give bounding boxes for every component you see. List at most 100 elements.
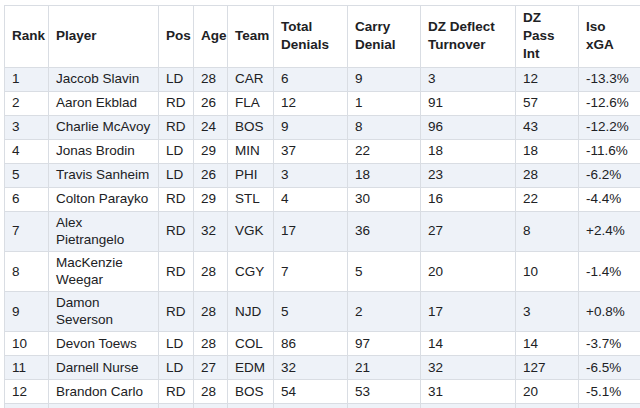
cell-total-denials: 6 bbox=[274, 67, 348, 91]
cell-rank: 10 bbox=[5, 331, 49, 355]
cell-age: 27 bbox=[194, 355, 228, 379]
cell-rank: 9 bbox=[5, 291, 49, 331]
cell-iso-xga: -3.7% bbox=[579, 331, 640, 355]
cell-total-denials: 3 bbox=[274, 163, 348, 187]
cell-dz-pass-int: 127 bbox=[516, 355, 579, 379]
cell-dz-pass-int: 14 bbox=[516, 331, 579, 355]
cell-rank: 11 bbox=[5, 355, 49, 379]
cell-player: Brandon Carlo bbox=[49, 379, 159, 403]
cell-team: BOS bbox=[228, 379, 274, 403]
cell-carry-denial: 22 bbox=[348, 139, 421, 163]
cell-iso-xga: -6.2% bbox=[579, 163, 640, 187]
cell-age: 29 bbox=[194, 187, 228, 211]
column-header-player: Player bbox=[49, 6, 159, 68]
cell-iso-xga: -6.5% bbox=[579, 355, 640, 379]
cell-rank: 1 bbox=[5, 67, 49, 91]
cell-carry-denial: 53 bbox=[348, 379, 421, 403]
cell-pos: LD bbox=[159, 403, 194, 408]
table-row: 10Devon ToewsLD28COL86971414-3.7% bbox=[5, 331, 640, 355]
cell-age: 28 bbox=[194, 331, 228, 355]
cell-pos: LD bbox=[159, 67, 194, 91]
cell-total-denials: 86 bbox=[274, 331, 348, 355]
cell-carry-denial: 8 bbox=[348, 115, 421, 139]
cell-carry-denial: 1 bbox=[348, 91, 421, 115]
cell-pos: RD bbox=[159, 379, 194, 403]
cell-iso-xga: -13.3% bbox=[579, 67, 640, 91]
column-header-age: Age bbox=[194, 6, 228, 68]
cell-total-denials: 17 bbox=[274, 211, 348, 251]
cell-rank: 4 bbox=[5, 139, 49, 163]
cell-dz-pass-int: 43 bbox=[516, 115, 579, 139]
cell-team: EDM bbox=[228, 355, 274, 379]
cell-dz-deflect-turnover: 3 bbox=[421, 67, 516, 91]
cell-age: 27 bbox=[194, 403, 228, 408]
cell-player: Colton Parayko bbox=[49, 187, 159, 211]
cell-carry-denial: 21 bbox=[348, 355, 421, 379]
cell-rank: 6 bbox=[5, 187, 49, 211]
table-row: 3Charlie McAvoyRD24BOS989643-12.2% bbox=[5, 115, 640, 139]
table-row: 4Jonas BrodinLD29MIN37221818-11.6% bbox=[5, 139, 640, 163]
column-header-carry-denial: Carry Denial bbox=[348, 6, 421, 68]
cell-player: Darnell Nurse bbox=[49, 355, 159, 379]
cell-player: Jaccob Slavin bbox=[49, 67, 159, 91]
cell-dz-deflect-turnover: 32 bbox=[421, 355, 516, 379]
stats-table: Rank Player Pos Age Team Total Denials C… bbox=[4, 5, 640, 408]
cell-total-denials: 37 bbox=[274, 139, 348, 163]
table-row: 9Damon SeversonRD28NJD52173+0.8% bbox=[5, 291, 640, 331]
cell-dz-deflect-turnover: 14 bbox=[421, 331, 516, 355]
cell-player: Jonas Brodin bbox=[49, 139, 159, 163]
cell-dz-pass-int: 22 bbox=[516, 187, 579, 211]
cell-dz-deflect-turnover: 96 bbox=[421, 115, 516, 139]
cell-pos: RD bbox=[159, 91, 194, 115]
cell-total-denials: 7 bbox=[274, 251, 348, 291]
cell-player: MacKenzie Weegar bbox=[49, 251, 159, 291]
column-header-rank: Rank bbox=[5, 6, 49, 68]
cell-team: NJD bbox=[228, 291, 274, 331]
cell-carry-denial: 36 bbox=[348, 211, 421, 251]
cell-team: WPG bbox=[228, 403, 274, 408]
cell-total-denials: 4 bbox=[274, 187, 348, 211]
table-row: 13Josh MorrisseyLD27WPG202324100-5.3% bbox=[5, 403, 640, 408]
cell-iso-xga: -11.6% bbox=[579, 139, 640, 163]
cell-total-denials: 20 bbox=[274, 403, 348, 408]
table-row: 7Alex PietrangeloRD32VGK1736278+2.4% bbox=[5, 211, 640, 251]
cell-pos: LD bbox=[159, 163, 194, 187]
cell-rank: 7 bbox=[5, 211, 49, 251]
column-header-dz-pass-int: DZ Pass Int bbox=[516, 6, 579, 68]
cell-rank: 2 bbox=[5, 91, 49, 115]
cell-iso-xga: -1.4% bbox=[579, 251, 640, 291]
cell-dz-deflect-turnover: 23 bbox=[421, 163, 516, 187]
cell-player: Charlie McAvoy bbox=[49, 115, 159, 139]
cell-player: Travis Sanheim bbox=[49, 163, 159, 187]
cell-total-denials: 54 bbox=[274, 379, 348, 403]
cell-dz-pass-int: 20 bbox=[516, 379, 579, 403]
cell-dz-pass-int: 100 bbox=[516, 403, 579, 408]
cell-age: 28 bbox=[194, 251, 228, 291]
cell-team: CGY bbox=[228, 251, 274, 291]
cell-carry-denial: 97 bbox=[348, 331, 421, 355]
cell-team: CAR bbox=[228, 67, 274, 91]
cell-iso-xga: -4.4% bbox=[579, 187, 640, 211]
cell-carry-denial: 9 bbox=[348, 67, 421, 91]
cell-player: Aaron Ekblad bbox=[49, 91, 159, 115]
column-header-total-denials: Total Denials bbox=[274, 6, 348, 68]
cell-iso-xga: -12.6% bbox=[579, 91, 640, 115]
table-row: 11Darnell NurseLD27EDM322132127-6.5% bbox=[5, 355, 640, 379]
cell-team: FLA bbox=[228, 91, 274, 115]
cell-iso-xga: +0.8% bbox=[579, 291, 640, 331]
cell-pos: LD bbox=[159, 139, 194, 163]
cell-dz-deflect-turnover: 31 bbox=[421, 379, 516, 403]
cell-total-denials: 32 bbox=[274, 355, 348, 379]
cell-pos: RD bbox=[159, 211, 194, 251]
cell-age: 32 bbox=[194, 211, 228, 251]
cell-pos: RD bbox=[159, 251, 194, 291]
cell-dz-pass-int: 10 bbox=[516, 251, 579, 291]
cell-dz-pass-int: 12 bbox=[516, 67, 579, 91]
cell-rank: 13 bbox=[5, 403, 49, 408]
cell-rank: 5 bbox=[5, 163, 49, 187]
cell-dz-pass-int: 57 bbox=[516, 91, 579, 115]
cell-iso-xga: -5.1% bbox=[579, 379, 640, 403]
cell-iso-xga: +2.4% bbox=[579, 211, 640, 251]
column-header-iso-xga: Iso xGA bbox=[579, 6, 640, 68]
cell-carry-denial: 2 bbox=[348, 291, 421, 331]
